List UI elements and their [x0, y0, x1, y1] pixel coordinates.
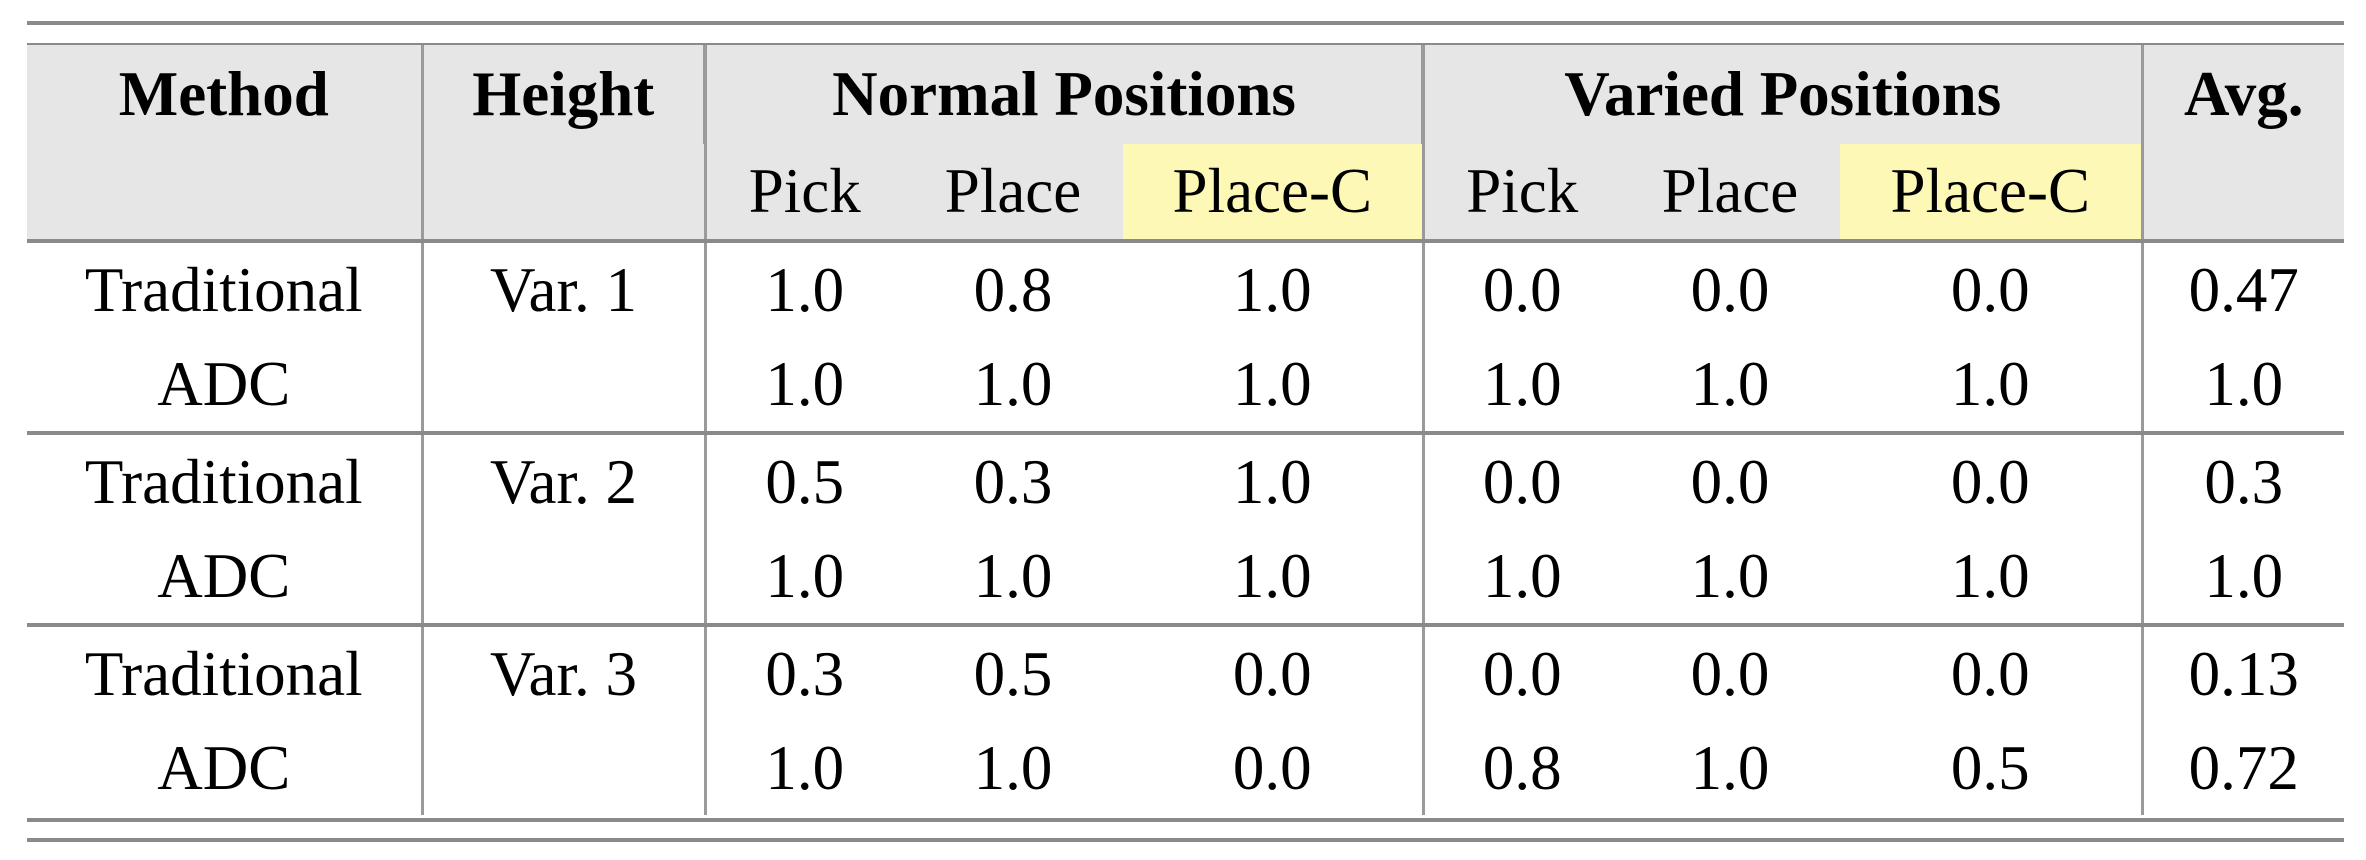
cell-varied-place-c: 0.5 — [1950, 732, 2030, 803]
header-normal-positions: Normal Positions — [702, 45, 1424, 144]
table-row: Traditional Var. 3 0.3 0.5 0.0 0.0 0.0 0.0 0.13 — [27, 623, 2345, 721]
cell-varied-pick: 1.0 — [1421, 337, 1621, 433]
cell-varied-pick: 0.0 — [1421, 431, 1621, 529]
cell-varied-place-c: 0.0 — [1840, 431, 2143, 529]
cell-height: Var. 3 — [420, 623, 705, 721]
cell-avg: 1.0 — [2140, 337, 2345, 433]
top-rule — [27, 21, 2344, 25]
header-avg-blank — [2140, 144, 2345, 241]
cell-method: ADC — [157, 540, 291, 611]
cell-varied-pick: 0.0 — [1421, 239, 1621, 337]
cell-normal-place: 1.0 — [973, 732, 1053, 803]
cell-height — [420, 721, 705, 815]
cell-normal-place: 1.0 — [973, 348, 1053, 419]
cell-avg: 0.13 — [2140, 623, 2345, 721]
cell-height: Var. 1 — [420, 239, 705, 337]
bottom-rule-2 — [27, 838, 2344, 842]
cell-method: ADC — [157, 348, 291, 419]
table-row: Traditional Var. 2 0.5 0.3 1.0 0.0 0.0 0.0 0.3 — [27, 431, 2345, 529]
cell-normal-pick: 1.0 — [703, 721, 903, 815]
cell-varied-place: 0.0 — [1620, 623, 1841, 721]
cell-normal-pick: 0.3 — [703, 623, 903, 721]
cell-method: Traditional — [27, 239, 422, 337]
cell-method: Traditional — [27, 431, 422, 529]
cell-method: ADC — [157, 732, 291, 803]
cell-normal-place: 0.5 — [903, 623, 1123, 721]
cell-varied-place: 1.0 — [1690, 732, 1770, 803]
header-method: Method — [27, 45, 422, 144]
cell-varied-pick: 0.0 — [1421, 623, 1621, 721]
subheader-normal-pick: Pick — [703, 144, 903, 241]
header-height-blank — [420, 144, 705, 241]
cell-height — [420, 529, 705, 625]
cell-normal-place-c: 1.0 — [1232, 540, 1312, 611]
cell-normal-place-c: 1.0 — [1123, 431, 1424, 529]
cell-height: Var. 2 — [420, 431, 705, 529]
cell-varied-pick: 1.0 — [1421, 529, 1621, 625]
cell-normal-place-c: 0.0 — [1123, 623, 1424, 721]
cell-normal-place: 1.0 — [973, 540, 1053, 611]
header-avg: Avg. — [2140, 45, 2345, 144]
cell-method: Traditional — [27, 623, 422, 721]
subheader-varied-place-c: Place-C — [1840, 144, 2143, 241]
cell-normal-pick: 1.0 — [703, 529, 903, 625]
cell-normal-place-c: 1.0 — [1232, 348, 1312, 419]
cell-varied-place: 0.0 — [1620, 431, 1841, 529]
cell-varied-pick: 0.8 — [1421, 721, 1621, 815]
cell-normal-place: 0.8 — [903, 239, 1123, 337]
cell-varied-place-c: 0.0 — [1840, 623, 2143, 721]
cell-avg: 1.0 — [2140, 529, 2345, 625]
cell-avg: 0.72 — [2140, 721, 2345, 815]
cell-height — [420, 337, 705, 433]
cell-normal-pick: 1.0 — [703, 337, 903, 433]
cell-avg: 0.3 — [2140, 431, 2345, 529]
cell-varied-place: 0.0 — [1620, 239, 1841, 337]
cell-varied-place-c: 1.0 — [1950, 540, 2030, 611]
table-row: ADC 1.0 1.0 0.0 0.8 1.0 0.5 0.72 — [27, 721, 2345, 815]
header-height: Height — [420, 45, 705, 144]
cell-normal-pick: 1.0 — [703, 239, 903, 337]
table-row: ADC 1.0 1.0 1.0 1.0 1.0 1.0 1.0 — [27, 529, 2345, 625]
cell-normal-pick: 0.5 — [703, 431, 903, 529]
bottom-rule-1 — [27, 818, 2344, 822]
cell-normal-place: 0.3 — [903, 431, 1123, 529]
cell-normal-place-c: 0.0 — [1232, 732, 1312, 803]
table-row: Traditional Var. 1 1.0 0.8 1.0 0.0 0.0 0.0 0.47 — [27, 239, 2345, 337]
subheader-varied-place: Place — [1620, 144, 1841, 241]
cell-normal-place-c: 1.0 — [1123, 239, 1424, 337]
subheader-normal-place: Place — [903, 144, 1123, 241]
results-table: Method Height Normal Positions Varied Po… — [27, 45, 2345, 815]
table-row: ADC 1.0 1.0 1.0 1.0 1.0 1.0 1.0 — [27, 337, 2345, 433]
header-method-blank — [27, 144, 422, 241]
cell-varied-place: 1.0 — [1690, 540, 1770, 611]
cell-varied-place: 1.0 — [1690, 348, 1770, 419]
cell-varied-place-c: 0.0 — [1840, 239, 2143, 337]
subheader-varied-pick: Pick — [1421, 144, 1621, 241]
header-varied-positions: Varied Positions — [1421, 45, 2143, 144]
subheader-normal-place-c: Place-C — [1123, 144, 1424, 241]
cell-varied-place-c: 1.0 — [1950, 348, 2030, 419]
cell-avg: 0.47 — [2140, 239, 2345, 337]
